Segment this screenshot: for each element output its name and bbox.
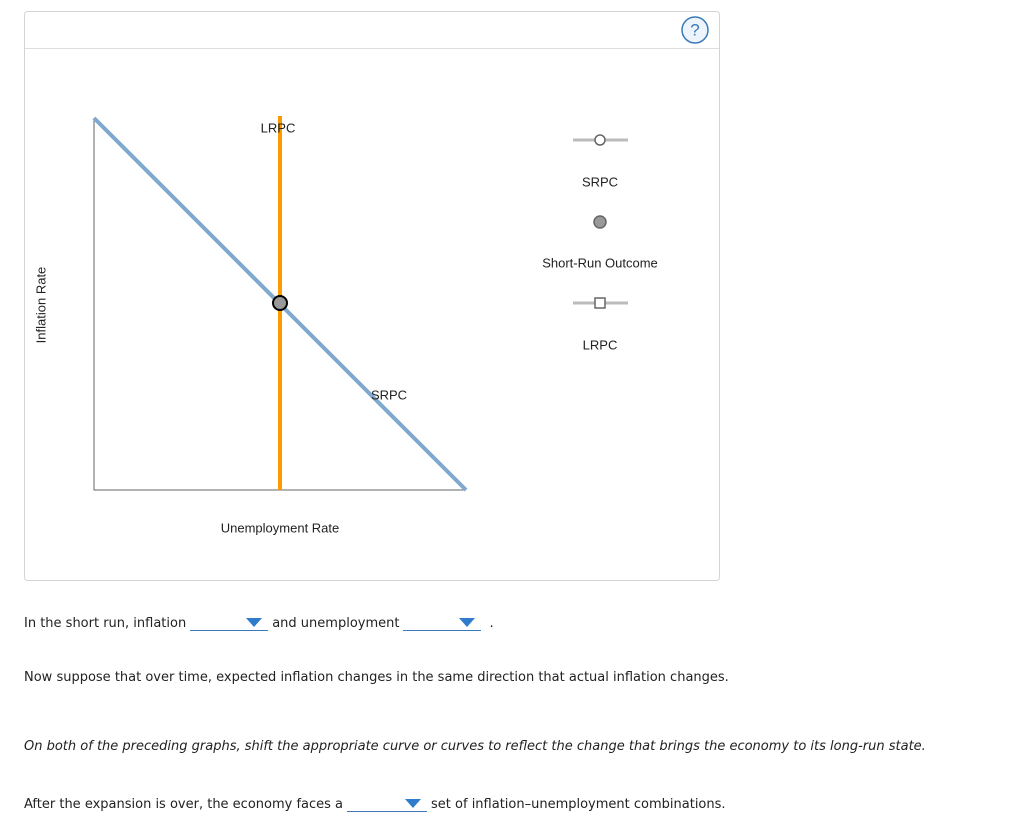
legend-srpc-tool[interactable]: [573, 134, 628, 146]
legend-srpc-handle: [594, 134, 606, 146]
set-dropdown[interactable]: [347, 795, 428, 812]
question-1: In the short run, inflation and unemploy…: [24, 614, 494, 631]
panel-border: [24, 11, 720, 581]
axes: [93, 118, 466, 491]
instruction: On both of the preceding graphs, shift t…: [24, 739, 926, 754]
q1-text: .: [489, 616, 494, 631]
help-icon[interactable]: ?: [690, 20, 699, 39]
lrpc-label: LRPC: [261, 120, 296, 135]
help-button[interactable]: [681, 16, 709, 44]
legend-lrpc-handle: [594, 297, 606, 309]
legend-lrpc-label: LRPC: [583, 337, 618, 352]
q2-text: set of inflation–unemployment combinatio…: [431, 797, 726, 812]
legend-srpc-label: SRPC: [582, 174, 618, 189]
legend-lrpc-tool[interactable]: [573, 297, 628, 309]
q1-text: In the short run, inflation: [24, 616, 187, 631]
q2-text: After the expansion is over, the economy…: [24, 797, 344, 812]
inflation-dropdown[interactable]: [190, 614, 269, 631]
x-axis-label: Unemployment Rate: [221, 520, 340, 535]
q1-text: and unemployment: [272, 616, 400, 631]
legend-outcome-tool[interactable]: [593, 215, 607, 229]
graph-panel: ? LRPC SRPC Unemployment Rate Inflation …: [24, 11, 720, 581]
legend-outcome-label: Short-Run Outcome: [542, 255, 658, 270]
y-axis-label: Inflation Rate: [33, 267, 48, 344]
unemployment-dropdown[interactable]: [403, 614, 482, 631]
question-2: After the expansion is over, the economy…: [24, 795, 726, 812]
srpc-label: SRPC: [371, 387, 407, 402]
statement: Now suppose that over time, expected inf…: [24, 670, 729, 685]
short-run-outcome-point[interactable]: [272, 295, 288, 311]
